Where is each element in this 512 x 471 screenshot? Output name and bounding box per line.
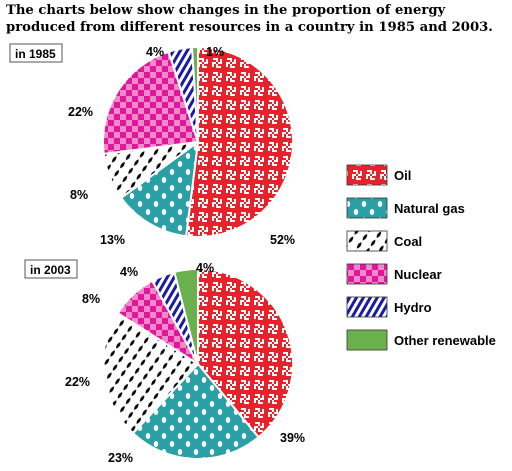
legend-swatch-nuclear [346, 263, 388, 285]
legend-label-other-renewable: Other renewable [394, 333, 496, 348]
legend-label-nuclear: Nuclear [394, 267, 442, 282]
legend-swatch-other-renewable [346, 329, 388, 351]
legend-swatch-hydro [346, 296, 388, 318]
pie-2003-label-natural-gas: 23% [108, 451, 133, 465]
pie-2003-label-nuclear: 8% [82, 292, 100, 306]
pie-1985-label-other: 1% [206, 45, 224, 59]
pie-1985-slice-natural-gas [119, 139, 200, 238]
legend-label-natural-gas: Natural gas [394, 201, 465, 216]
legend: Oil Natural gas Coal Nuclear Hydro Other… [346, 164, 496, 351]
pie-2003-label-coal: 22% [65, 375, 90, 389]
pie-1985-slice-nuclear [102, 50, 200, 156]
pie-1985-label-natural-gas: 13% [100, 233, 125, 247]
pie-1985-label-nuclear: 22% [68, 105, 93, 119]
pie-2003-slice-coal [102, 311, 200, 435]
pie-2003-label-oil: 39% [280, 431, 305, 445]
pie-2003-slice-other-renewable [173, 267, 199, 365]
pie-1985-label-oil: 52% [270, 233, 295, 247]
pie-2003-label-hydro: 4% [120, 265, 138, 279]
pie-1985 [102, 45, 294, 238]
chart-title: The charts below show changes in the pro… [6, 3, 493, 35]
pie-2003 [102, 267, 294, 460]
legend-swatch-coal [346, 230, 388, 252]
legend-label-coal: Coal [394, 234, 422, 249]
legend-swatch-natural-gas [346, 197, 388, 219]
pie-2003-slice-oil [197, 267, 294, 439]
year-label-2003: in 2003 [30, 263, 71, 277]
pie-2003-slice-natural-gas [131, 362, 260, 460]
legend-label-hydro: Hydro [394, 300, 432, 315]
year-label-1985: in 1985 [15, 47, 56, 61]
pie-1985-slice-other-renewable [190, 45, 199, 143]
legend-swatch-oil [346, 164, 388, 186]
pie-1985-label-hydro: 4% [146, 45, 164, 59]
year-box-2003 [24, 259, 78, 279]
pie-1985-label-coal: 8% [70, 188, 88, 202]
legend-label-oil: Oil [394, 168, 411, 183]
pie-2003-label-other: 4% [196, 261, 214, 275]
year-box-1985 [9, 43, 63, 63]
pie-1985-slice-oil [184, 45, 294, 238]
